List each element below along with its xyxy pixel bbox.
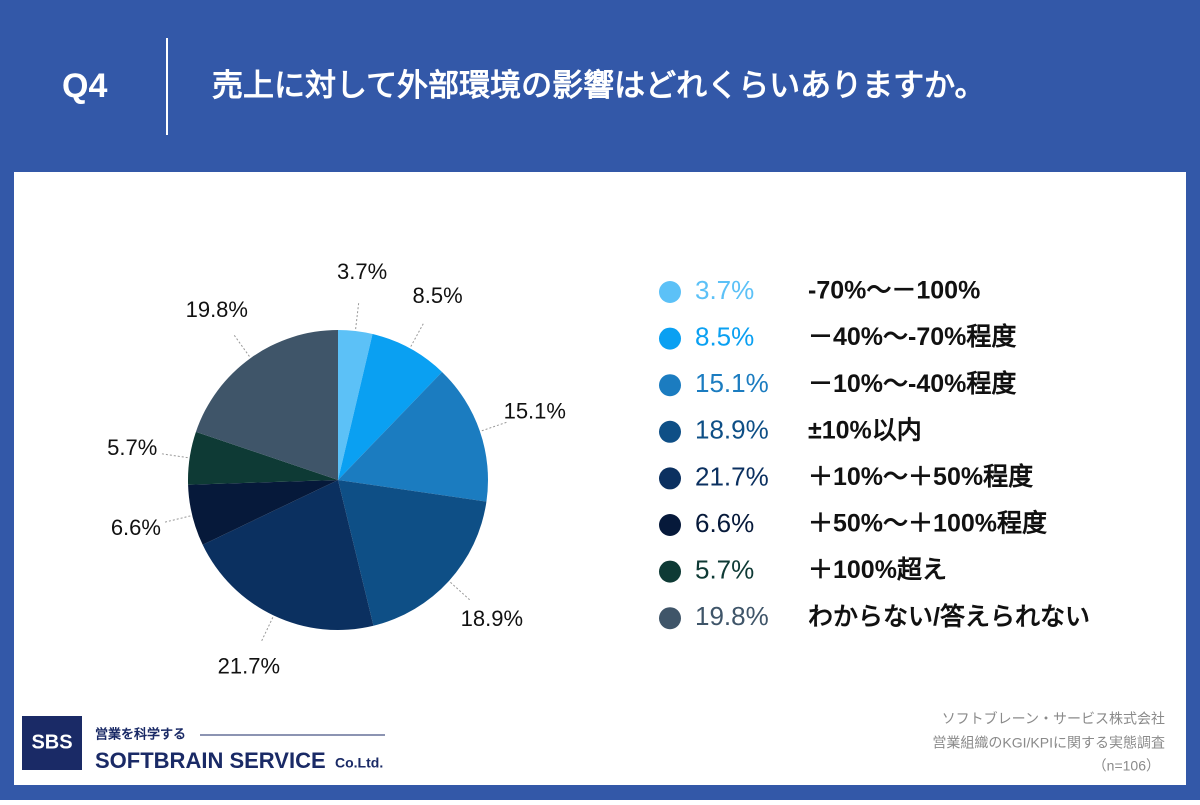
logo-suffix: Co.Ltd.: [335, 755, 383, 771]
pie-slice: [188, 431, 338, 485]
pie-slice: [338, 334, 443, 480]
pie-slice: [338, 330, 373, 480]
legend-swatch: [659, 327, 681, 350]
pie-slice: [195, 330, 338, 480]
legend-value: 6.6%: [695, 508, 754, 538]
legend-label: ＋10%～＋50%程度: [808, 462, 1033, 491]
legend-value: 19.8%: [695, 601, 769, 631]
data-label: 6.6%: [111, 515, 161, 540]
legend-label: -70%～－100%: [808, 277, 980, 305]
legend-value: 3.7%: [695, 275, 754, 305]
data-label: 8.5%: [413, 283, 463, 308]
footer-company: ソフトブレーン・サービス株式会社: [942, 711, 1165, 727]
data-label: 19.8%: [186, 297, 248, 322]
leader-line: [355, 301, 360, 330]
question-number: Q4: [62, 67, 107, 105]
legend-swatch: [659, 374, 681, 397]
legend-value: 21.7%: [695, 461, 769, 491]
title: 売上に対して外部環境の影響はどれくらいありますか。: [212, 68, 985, 103]
legend-label: わからない/答えられない: [808, 602, 1090, 631]
data-label: 5.7%: [107, 435, 157, 460]
logo-mark: SBS: [31, 731, 72, 753]
leader-line: [410, 321, 425, 347]
pie-slice: [338, 480, 487, 626]
legend-value: 5.7%: [695, 554, 754, 584]
legend-swatch: [659, 560, 681, 583]
data-label: 15.1%: [504, 398, 566, 423]
legend-label: ＋100%超え: [808, 555, 947, 584]
pie-slice: [338, 371, 489, 502]
leader-line: [232, 333, 250, 357]
logo-tagline: 営業を科学する: [95, 726, 186, 741]
legend-label: ＋50%～＋100%程度: [808, 509, 1047, 538]
pie-slice: [188, 480, 338, 545]
legend-swatch: [659, 281, 681, 303]
leader-line: [481, 421, 509, 432]
footer-n: （n=106）: [1093, 758, 1160, 774]
legend-swatch: [659, 514, 681, 536]
leader-line: [260, 617, 274, 643]
data-label: 21.7%: [218, 654, 280, 679]
leader-line: [159, 453, 188, 459]
leader-line: [162, 515, 191, 524]
legend-value: 18.9%: [695, 415, 769, 445]
legend-label: ±10%以内: [808, 416, 922, 444]
legend-label: －10%～-40%程度: [808, 369, 1016, 398]
pie-slice: [202, 480, 374, 630]
leader-line: [450, 581, 472, 602]
logo-box: [22, 716, 82, 770]
footer-survey: 営業組織のKGI/KPIに関する実態調査: [932, 735, 1165, 751]
legend-swatch: [659, 607, 681, 630]
legend-swatch: [659, 420, 681, 443]
legend-value: 15.1%: [695, 368, 769, 398]
legend-swatch: [659, 467, 681, 490]
legend-label: －40%～-70%程度: [808, 322, 1016, 351]
data-label: 18.9%: [461, 606, 523, 631]
legend-value: 8.5%: [695, 321, 754, 351]
data-label: 3.7%: [337, 259, 387, 284]
logo-name: SOFTBRAIN SERVICE: [95, 748, 326, 773]
